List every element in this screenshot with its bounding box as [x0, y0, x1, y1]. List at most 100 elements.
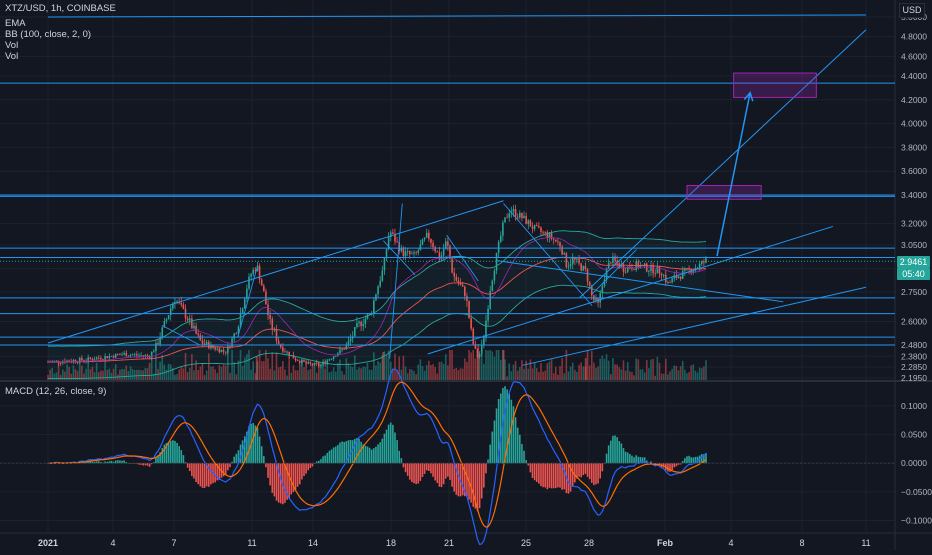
volume-bar [125, 365, 128, 380]
volume-bar [665, 358, 667, 380]
candle-body [571, 257, 574, 265]
trend-line [427, 225, 834, 355]
macd-hist-bar [140, 463, 142, 465]
volume-bar [112, 368, 115, 380]
volume-bar [222, 364, 225, 380]
candle-body [292, 355, 295, 359]
currency-label[interactable]: USD [899, 3, 925, 18]
volume-bar [97, 372, 100, 380]
volume-bar [455, 367, 458, 380]
macd-hist-bar [186, 463, 189, 468]
macd-hist-bar [643, 457, 646, 464]
macd-hist-bar [457, 463, 460, 497]
volume-bar [167, 363, 170, 380]
volume-bar [292, 365, 295, 380]
volume-bar [417, 364, 420, 380]
candle-body [136, 354, 138, 356]
volume-bar [275, 352, 278, 380]
candle-body [347, 341, 350, 346]
volume-bar [574, 369, 576, 380]
volume-bar [155, 350, 157, 380]
indicator-bb[interactable]: BB (100, close, 2, 0) [5, 29, 92, 40]
macd-hist-bar [248, 426, 250, 464]
macd-hist-bar [133, 463, 136, 464]
indicator-ema[interactable]: EMA [5, 18, 26, 29]
volume-bar [480, 350, 483, 380]
macd-hist-bar [353, 438, 356, 464]
volume-bar [243, 357, 246, 380]
volume-bar [497, 350, 500, 380]
candle-body [485, 320, 487, 338]
price-tick-label: 4.8000 [901, 32, 927, 42]
volume-bar [423, 370, 426, 380]
volume-bar [408, 368, 411, 380]
macd-hist-bar [93, 461, 96, 464]
macd-hist-bar [169, 440, 172, 464]
indicator-vol[interactable]: Vol [5, 40, 19, 51]
macd-hist-bar [533, 463, 536, 481]
macd-hist-bar [493, 420, 496, 464]
candle-body [432, 242, 434, 248]
candle-body [658, 266, 661, 274]
candle-body [237, 326, 240, 334]
volume-bar [373, 352, 375, 380]
macd-hist-bar [417, 463, 420, 484]
volume-bar [658, 362, 661, 380]
volume-bar [595, 367, 597, 380]
indicator-vol-2[interactable]: Vol [5, 51, 19, 62]
price-tick-label: 2.7500 [901, 287, 927, 297]
macd-histogram [47, 386, 707, 512]
macd-hist-bar [108, 461, 111, 464]
macd-label[interactable]: MACD (12, 26, close, 9) [5, 386, 107, 397]
macd-hist-bar [667, 463, 669, 472]
volume-bar [265, 350, 267, 380]
volume-bar [453, 368, 456, 380]
candle-body [567, 266, 570, 268]
macd-hist-bar [438, 463, 441, 487]
candle-body [76, 362, 79, 363]
volume-bar [590, 350, 593, 380]
candle-body [542, 231, 544, 233]
volume-bar [207, 353, 210, 380]
volume-bar [81, 365, 83, 380]
candle-body [667, 282, 669, 283]
volume-bar [535, 368, 538, 380]
macd-hist-bar [224, 463, 227, 476]
macd-hist-bar [358, 438, 360, 464]
candle-body [108, 356, 111, 359]
volume-bar [254, 373, 257, 380]
macd-hist-bar [119, 460, 121, 464]
candle-body [288, 351, 290, 356]
volume-bar [309, 368, 312, 380]
macd-hist-bar [400, 458, 403, 464]
volume-bar [487, 350, 489, 380]
volume-bar [548, 361, 551, 380]
macd-hist-bar [102, 462, 104, 464]
candle-body [114, 353, 117, 358]
macd-hist-bar [700, 454, 703, 464]
macd-tick-label: −0.0500 [901, 487, 932, 497]
symbol-title[interactable]: XTZ/USD, 1h, COINBASE [5, 3, 116, 14]
candle-body [81, 357, 83, 361]
candle-body [538, 226, 540, 228]
price-tick-label: 3.4000 [901, 190, 927, 200]
time-tick-label: 8 [799, 538, 804, 548]
macd-hist-bar [614, 435, 616, 464]
volume-bar [643, 372, 646, 380]
macd-hist-bar [337, 445, 339, 464]
volume-bars [47, 344, 707, 380]
volume-bar [645, 359, 648, 380]
volume-bar [552, 373, 555, 380]
macd-hist-bar [521, 444, 523, 464]
volume-bar [152, 373, 155, 380]
volume-bar [121, 368, 123, 380]
candle-body [282, 347, 284, 352]
candle-body [375, 294, 377, 301]
volume-bar [165, 369, 168, 380]
volume-bar [72, 365, 75, 380]
macd-hist-bar [542, 463, 544, 488]
volume-bar [421, 366, 424, 380]
candle-body [326, 360, 329, 364]
